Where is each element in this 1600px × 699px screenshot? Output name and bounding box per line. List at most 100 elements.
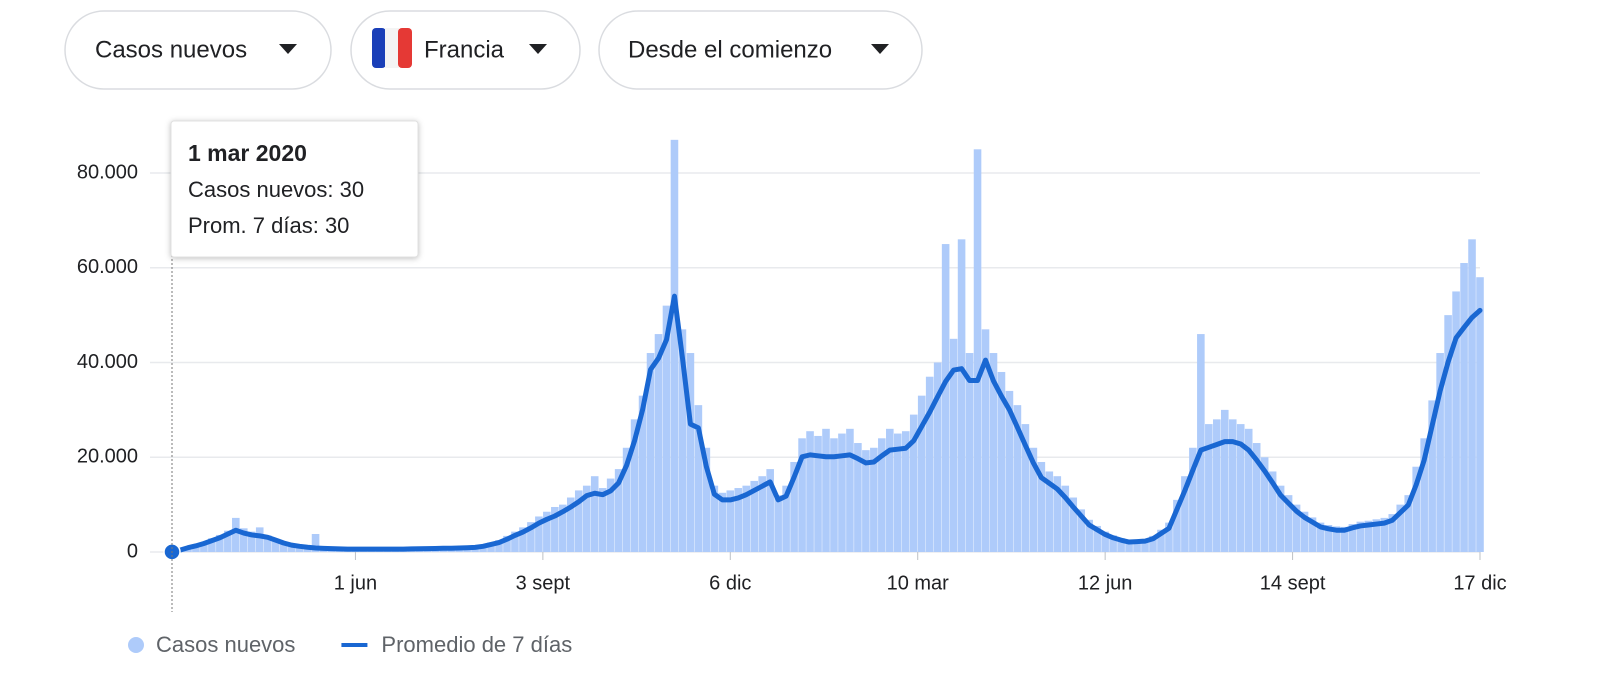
bar [1404,495,1413,552]
dropdown-pill[interactable] [598,10,923,90]
bar [1268,471,1277,552]
bar [973,149,982,552]
x-tick-label: 12 jun [1078,572,1133,594]
x-tick-label: 3 sept [516,572,571,594]
bar [1444,315,1452,552]
bar [1005,390,1014,552]
tooltip-box [170,120,419,258]
dropdown-label[interactable]: Francia [424,36,505,63]
bar [287,544,296,552]
bar [774,495,782,552]
plot-area: 0 20.000 40.000 60.000 80.000 1 jun 3 sept 6 di… [77,139,1507,594]
bar [1244,428,1253,552]
bar [646,353,655,552]
bar [678,329,687,552]
bar [702,447,711,552]
tooltip-line: Prom. 7 días: 30 [188,213,349,238]
bar [1364,520,1373,552]
bar [997,371,1006,552]
bar [901,431,910,552]
bar [263,535,272,552]
bar [750,480,759,552]
bar [566,497,575,552]
bar [1101,531,1109,552]
bar [1276,485,1285,552]
bar [622,447,631,552]
bar [1380,517,1389,552]
bar [1093,525,1101,552]
bar [247,531,256,552]
bar [1213,419,1221,552]
legend: Casos nuevos Promedio de 7 días [128,632,572,657]
bar [216,534,224,552]
bar [1013,405,1022,552]
bar [574,490,583,552]
bar [503,535,511,552]
bar [925,376,934,552]
bar [271,538,280,552]
bar [1356,521,1365,552]
bar [909,414,918,552]
bar [487,542,495,552]
bar [582,485,591,552]
bar [957,239,966,552]
dropdown-label[interactable]: Desde el comienzo [628,36,832,63]
bar [798,438,806,552]
x-tick-label: 6 dic [709,572,751,594]
dropdown-arrow[interactable] [279,44,297,54]
bar [224,530,232,552]
bar [670,139,679,552]
bar [1165,522,1173,552]
bar [1308,517,1317,552]
bar [1260,457,1269,552]
country-dropdown[interactable]: Francia [350,10,581,90]
bar [1348,524,1357,552]
bar [1252,443,1261,552]
bar [694,405,703,552]
bar [1117,538,1125,552]
bar [886,428,894,552]
flag-red [398,28,412,68]
bar [838,433,846,552]
bar [638,395,647,552]
bar [1468,239,1476,552]
bar [1021,424,1030,552]
bar [495,540,503,552]
bar [941,244,950,552]
dropdown-pill[interactable] [64,10,332,90]
range-dropdown[interactable]: Desde el comienzo [598,10,923,90]
flag-blue [372,28,386,68]
bar [981,329,990,552]
bar [870,447,878,552]
dropdown-arrow[interactable] [529,44,547,54]
bar [606,478,615,552]
bar [255,527,264,552]
legend-label: Casos nuevos [156,632,295,657]
bar [1173,499,1181,552]
bar [1236,424,1245,552]
legend-label: Promedio de 7 días [381,632,572,657]
bar [1476,277,1484,552]
bar [806,431,814,552]
y-tick-label: 40.000 [77,351,138,373]
bar [766,469,774,552]
bar [830,438,838,552]
bar [718,492,727,552]
x-tick-label: 17 dic [1453,572,1506,594]
bar [1141,539,1149,552]
bar [742,485,751,552]
dropdown-label[interactable]: Casos nuevos [95,36,247,63]
bar [1181,476,1189,552]
bar [614,469,623,552]
metric-dropdown[interactable]: Casos nuevos [64,10,332,90]
dropdown-arrow[interactable] [871,44,889,54]
bar [686,353,695,552]
flag-white [385,28,399,68]
bar [989,353,998,552]
bar [1420,438,1428,552]
tooltip: 1 mar 2020 Casos nuevos: 30 Prom. 7 días… [170,120,419,258]
x-tick-label: 1 jun [334,572,377,594]
bar [1292,504,1301,552]
tooltip-line: Casos nuevos: 30 [188,177,364,202]
